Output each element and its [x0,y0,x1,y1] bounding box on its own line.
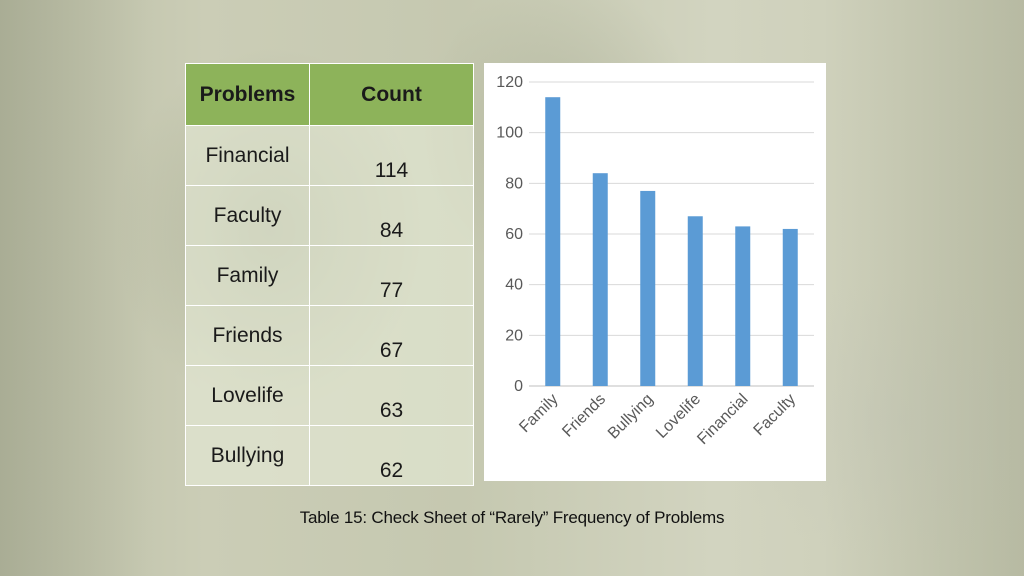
header-problems: Problems [185,63,310,126]
table-header-row: Problems Count [185,63,474,126]
count-value: 63 [379,399,404,422]
problem-cell: Bullying [185,425,310,486]
check-sheet-table: Problems Count Financial 114 Faculty 84 … [185,63,474,486]
x-tick-label: Faculty [751,391,799,439]
count-value: 77 [379,279,404,302]
y-tick-label: 80 [505,175,523,192]
problem-cell: Faculty [185,185,310,246]
bar-chart-panel: 0 20 40 60 80 100 120 Family Friends Bullying Love… [484,63,826,481]
bar-bullying [640,190,656,386]
count-cell: 114 [309,125,474,186]
background-right [824,0,1024,576]
bar-faculty [782,228,798,386]
y-tick-label: 60 [505,226,523,243]
y-tick-label: 0 [514,378,523,395]
bar-family [545,97,561,386]
bar-friends [592,173,608,386]
y-tick-label: 100 [496,125,523,142]
count-cell: 84 [309,185,474,246]
table-row: Friends 67 [185,305,474,366]
x-tick-label: Friends [559,391,609,441]
count-value: 84 [379,219,404,242]
header-count: Count [309,63,474,126]
table-row: Financial 114 [185,125,474,186]
table-row: Lovelife 63 [185,365,474,426]
problem-cell: Family [185,245,310,306]
problem-label: Family [216,264,279,287]
y-tick-label: 40 [505,277,523,294]
problem-label: Friends [212,324,283,347]
count-value: 62 [379,459,404,482]
background-shelf [0,0,150,576]
problem-cell: Lovelife [185,365,310,426]
x-tick-label: Bullying [605,391,657,443]
bar-lovelife [687,216,703,386]
count-cell: 67 [309,305,474,366]
problem-cell: Financial [185,125,310,186]
x-tick-label: Financial [694,391,751,448]
table-row: Bullying 62 [185,425,474,486]
count-value: 114 [374,159,409,182]
problem-label: Bullying [210,444,285,467]
y-tick-label: 120 [496,74,523,91]
count-value: 67 [379,339,404,362]
x-tick-label: Family [516,391,561,436]
problem-label: Lovelife [211,384,284,407]
bar-chart: 020406080100120FamilyFriendsBullyingLove… [496,74,814,448]
count-cell: 77 [309,245,474,306]
table-row: Faculty 84 [185,185,474,246]
count-cell: 63 [309,365,474,426]
count-cell: 62 [309,425,474,486]
problem-label: Financial [205,144,290,167]
bar-financial [735,226,751,386]
table-row: Family 77 [185,245,474,306]
y-tick-label: 20 [505,327,523,344]
table-caption: Table 15: Check Sheet of “Rarely” Freque… [299,508,725,527]
problem-cell: Friends [185,305,310,366]
problem-label: Faculty [213,204,282,227]
